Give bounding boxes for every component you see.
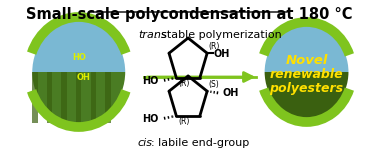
Wedge shape xyxy=(265,72,349,118)
Text: polyesters: polyesters xyxy=(270,81,344,95)
Text: cis: cis xyxy=(138,138,153,148)
Bar xyxy=(91,72,96,123)
Text: OH: OH xyxy=(223,88,239,98)
Wedge shape xyxy=(32,72,125,123)
Text: trans: trans xyxy=(138,30,167,40)
Text: : stable polymerization: : stable polymerization xyxy=(154,30,282,40)
Text: (R): (R) xyxy=(178,117,189,126)
Text: OH: OH xyxy=(214,49,230,59)
Bar xyxy=(32,72,38,123)
Text: Novel: Novel xyxy=(285,53,328,67)
Text: : labile end-group: : labile end-group xyxy=(151,138,249,148)
Text: renewable: renewable xyxy=(270,68,343,80)
Text: HO: HO xyxy=(142,114,158,124)
Wedge shape xyxy=(32,21,125,72)
Bar xyxy=(76,72,82,123)
Text: Small-scale polycondensation at 180 °C: Small-scale polycondensation at 180 °C xyxy=(26,7,352,22)
Text: (S): (S) xyxy=(208,80,219,89)
Bar xyxy=(47,72,52,123)
Text: HO: HO xyxy=(72,52,86,61)
Bar xyxy=(62,72,67,123)
Bar xyxy=(105,72,111,123)
Text: (R): (R) xyxy=(178,79,189,88)
Text: (R): (R) xyxy=(208,42,220,51)
Text: OH: OH xyxy=(76,72,90,81)
Text: HO: HO xyxy=(142,76,158,86)
Wedge shape xyxy=(265,26,349,72)
